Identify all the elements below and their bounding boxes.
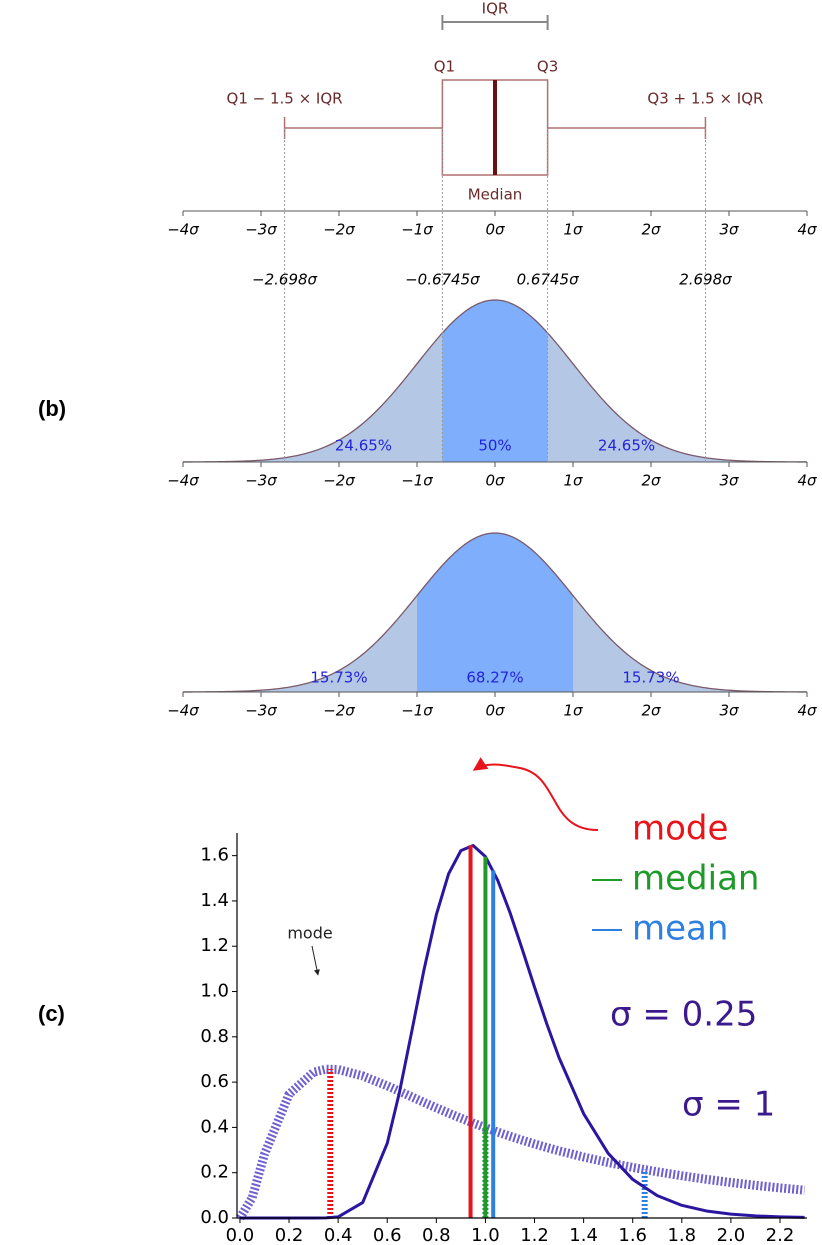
x-tick-label: 1.4 bbox=[569, 1225, 598, 1245]
region-label: 15.73% bbox=[622, 669, 679, 687]
x-tick-label: 4σ bbox=[797, 221, 817, 239]
x-tick-label: −3σ bbox=[245, 702, 277, 720]
y-tick-label: 0.0 bbox=[200, 1207, 229, 1228]
region-label: 50% bbox=[478, 437, 511, 455]
x-tick-label: 3σ bbox=[719, 472, 739, 490]
x-tick-label: 1.2 bbox=[520, 1225, 549, 1245]
x-tick-label: 3σ bbox=[719, 221, 739, 239]
legend-label: mean bbox=[632, 909, 728, 949]
x-tick-label: −2σ bbox=[323, 221, 355, 239]
x-tick-label: 1σ bbox=[563, 221, 583, 239]
x-tick-label: 0.6 bbox=[373, 1225, 402, 1245]
x-tick-label: 2σ bbox=[641, 472, 661, 490]
y-tick-label: 1.4 bbox=[200, 890, 229, 911]
x-tick-label: 0.0 bbox=[226, 1225, 255, 1245]
legend-label: mode bbox=[632, 809, 728, 849]
x-tick-label: −1σ bbox=[401, 472, 433, 490]
central-region bbox=[417, 533, 573, 692]
region-label: 24.65% bbox=[598, 437, 655, 455]
panel-label: (c) bbox=[38, 1001, 65, 1026]
x-tick-label: 2.2 bbox=[766, 1225, 795, 1245]
x-tick-label: 1σ bbox=[563, 472, 583, 490]
central-region bbox=[442, 300, 548, 462]
q1-label: Q1 bbox=[434, 58, 455, 76]
x-tick-label: 4σ bbox=[797, 472, 817, 490]
quantile-label: −0.6745σ bbox=[405, 271, 480, 289]
density-curve bbox=[182, 532, 808, 693]
lower-fence-label: Q1 − 1.5 × IQR bbox=[227, 90, 343, 108]
y-tick-label: 0.8 bbox=[200, 1026, 229, 1047]
q3-label: Q3 bbox=[537, 58, 558, 76]
y-tick-label: 1.6 bbox=[200, 845, 229, 866]
iqr-label: IQR bbox=[482, 0, 509, 18]
mode-arrow bbox=[472, 757, 599, 831]
x-tick-label: −2σ bbox=[323, 472, 355, 490]
y-tick-label: 0.4 bbox=[200, 1116, 229, 1137]
x-tick-label: 2σ bbox=[641, 702, 661, 720]
x-tick-label: 1σ bbox=[563, 702, 583, 720]
x-tick-label: 3σ bbox=[719, 702, 739, 720]
quantile-label: −2.698σ bbox=[252, 271, 318, 289]
x-tick-label: 0σ bbox=[485, 702, 505, 720]
x-tick-label: −4σ bbox=[167, 472, 199, 490]
y-tick-label: 0.2 bbox=[200, 1162, 229, 1183]
x-tick-label: 2σ bbox=[641, 221, 661, 239]
quantile-label: 2.698σ bbox=[679, 271, 732, 289]
x-tick-label: −2σ bbox=[323, 702, 355, 720]
upper-fence-label: Q3 + 1.5 × IQR bbox=[647, 90, 763, 108]
region-label: 15.73% bbox=[310, 669, 367, 687]
y-tick-label: 0.6 bbox=[200, 1071, 229, 1092]
series-line bbox=[236, 1064, 805, 1221]
x-tick-label: 0.4 bbox=[324, 1225, 353, 1245]
x-tick-label: 2.0 bbox=[717, 1225, 746, 1245]
x-tick-label: 0σ bbox=[485, 221, 505, 239]
x-tick-label: 1.6 bbox=[618, 1225, 647, 1245]
quantile-label: 0.6745σ bbox=[517, 271, 579, 289]
x-tick-label: −1σ bbox=[401, 702, 433, 720]
x-tick-label: −4σ bbox=[167, 702, 199, 720]
x-tick-label: 1.8 bbox=[667, 1225, 696, 1245]
y-tick-label: 1.2 bbox=[200, 935, 229, 956]
panel-label: (b) bbox=[38, 396, 66, 421]
annotation: mode bbox=[287, 924, 332, 943]
x-tick-label: 0.8 bbox=[422, 1225, 451, 1245]
region-label: 24.65% bbox=[335, 437, 392, 455]
density-curve bbox=[182, 299, 808, 463]
x-tick-label: −3σ bbox=[245, 221, 277, 239]
series-label: σ = 1 bbox=[682, 1085, 775, 1125]
x-tick-label: 1.0 bbox=[471, 1225, 500, 1245]
series-label: σ = 0.25 bbox=[610, 995, 757, 1035]
x-tick-label: −1σ bbox=[401, 221, 433, 239]
median-label: Median bbox=[468, 186, 523, 204]
x-tick-label: −3σ bbox=[245, 472, 277, 490]
x-tick-label: 0σ bbox=[485, 472, 505, 490]
annotation-arrow bbox=[311, 945, 320, 976]
x-tick-label: 4σ bbox=[797, 702, 817, 720]
x-tick-label: −4σ bbox=[167, 221, 199, 239]
legend-label: median bbox=[632, 859, 759, 899]
y-tick-label: 1.0 bbox=[200, 981, 229, 1002]
region-label: 68.27% bbox=[466, 669, 523, 687]
x-tick-label: 0.2 bbox=[275, 1225, 304, 1245]
